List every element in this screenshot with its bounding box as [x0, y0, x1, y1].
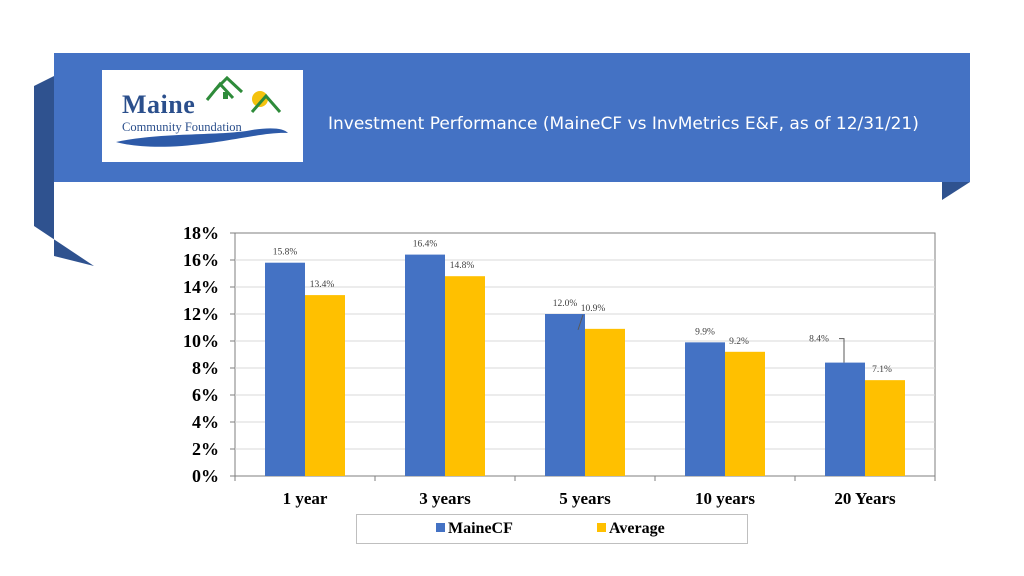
y-tick-label: 16%	[183, 250, 219, 270]
bar-mainecf	[545, 314, 585, 476]
bar-mainecf	[265, 262, 305, 476]
chart-legend: MaineCF Average	[356, 514, 748, 544]
bar-average	[305, 295, 345, 476]
bar-mainecf	[825, 362, 865, 476]
y-tick-label: 12%	[183, 304, 219, 324]
leader-line	[577, 314, 584, 331]
wave-icon	[116, 128, 288, 147]
data-label: 16.4%	[413, 240, 438, 250]
bar-average	[725, 351, 765, 476]
data-label: 12.0%	[553, 299, 578, 309]
y-tick-label: 2%	[192, 439, 219, 459]
legend-label-average: Average	[609, 520, 665, 537]
slide-title: Investment Performance (MaineCF vs InvMe…	[328, 114, 919, 134]
x-tick-label: 20 Years	[834, 489, 896, 508]
banner-fold-left	[34, 76, 94, 266]
data-label: 13.4%	[310, 280, 335, 290]
y-tick-label: 10%	[183, 331, 219, 351]
x-tick-label: 5 years	[559, 489, 611, 508]
data-label: 8.4%	[809, 335, 829, 345]
legend-item-mainecf: MaineCF	[436, 520, 513, 538]
bar-average	[585, 328, 625, 476]
x-tick-label: 1 year	[283, 489, 328, 508]
leader-line	[839, 338, 845, 363]
legend-swatch-average	[597, 522, 606, 532]
x-tick-label: 10 years	[695, 489, 755, 508]
data-label: 9.2%	[729, 337, 749, 347]
legend-swatch-mainecf	[436, 522, 445, 532]
bar-mainecf	[405, 254, 445, 476]
sun-icon	[252, 91, 268, 107]
legend-item-average: Average	[597, 520, 665, 538]
legend-label-mainecf: MaineCF	[448, 520, 513, 537]
bar-average	[865, 380, 905, 476]
y-tick-label: 14%	[183, 277, 219, 297]
bar-average	[445, 276, 485, 476]
logo-art	[116, 75, 288, 147]
y-tick-label: 0%	[192, 466, 219, 486]
data-label: 14.8%	[450, 261, 475, 271]
x-tick-label: 3 years	[419, 489, 471, 508]
y-tick-label: 8%	[192, 358, 219, 378]
banner-fold-right	[942, 182, 970, 200]
data-label: 9.9%	[695, 327, 715, 337]
y-tick-label: 4%	[192, 412, 219, 432]
logo-subtitle: Community Foundation	[122, 120, 242, 134]
y-tick-label: 18%	[183, 223, 219, 243]
data-label: 7.1%	[872, 365, 892, 375]
logo: Maine Community Foundation	[102, 70, 303, 162]
data-label: 10.9%	[581, 304, 606, 314]
logo-wordmark: Maine	[122, 90, 196, 119]
bar-mainecf	[685, 342, 725, 476]
data-label: 15.8%	[273, 248, 298, 258]
y-tick-label: 6%	[192, 385, 219, 405]
